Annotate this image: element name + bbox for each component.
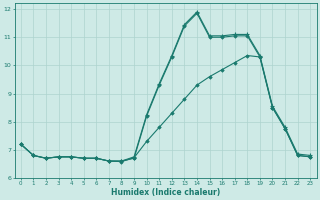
X-axis label: Humidex (Indice chaleur): Humidex (Indice chaleur) (111, 188, 220, 197)
